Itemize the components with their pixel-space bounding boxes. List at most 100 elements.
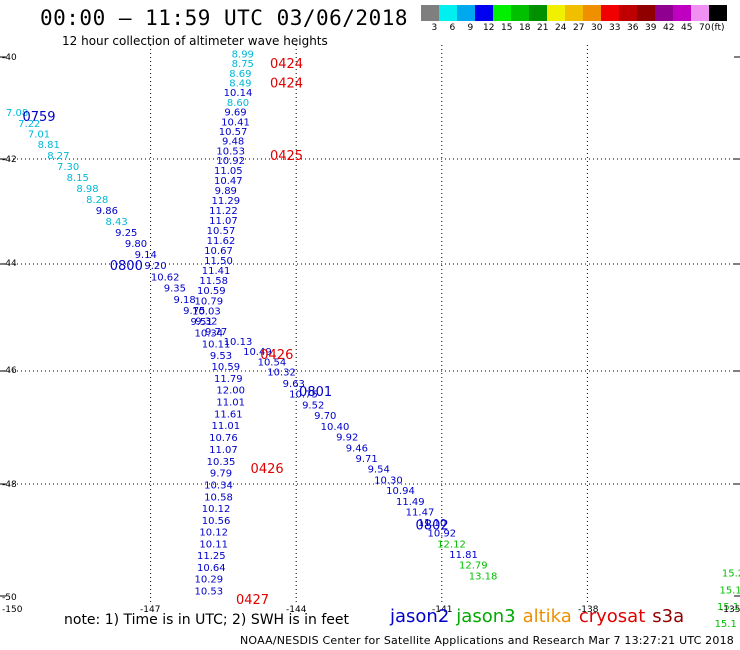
wave-height-value: 10.40 bbox=[321, 422, 350, 433]
wave-height-value: 10.94 bbox=[386, 486, 415, 497]
satellite-legend-item: cryosat bbox=[578, 606, 646, 627]
wave-height-value: 7.08 bbox=[6, 108, 28, 119]
wave-height-value: 10.59 bbox=[197, 286, 226, 297]
wave-height-value: 10.76 bbox=[209, 433, 238, 444]
wave-height-value: 11.58 bbox=[199, 276, 228, 287]
wave-height-value: 11.50 bbox=[204, 256, 233, 267]
wave-height-value: 8.60 bbox=[227, 98, 249, 109]
satellite-legend-item: altika bbox=[522, 606, 572, 627]
wave-height-value: 9.89 bbox=[215, 186, 237, 197]
lon-label: -150 bbox=[2, 605, 23, 615]
wave-height-value: 8.28 bbox=[86, 195, 108, 206]
pass-time-label: 0424 bbox=[270, 57, 303, 72]
wave-height-value: 8.49 bbox=[229, 79, 251, 90]
wave-height-value: 10.92 bbox=[216, 156, 245, 167]
color-swatch bbox=[475, 5, 493, 21]
wave-height-value: 10.03 bbox=[192, 307, 221, 318]
grid-lines bbox=[0, 45, 740, 602]
wave-height-value: 9.75 bbox=[183, 306, 205, 317]
wave-height-value: 10.47 bbox=[214, 176, 243, 187]
lat-label: -44 bbox=[2, 259, 17, 269]
footer-note: note: 1) Time is in UTC; 2) SWH is in fe… bbox=[64, 612, 350, 628]
page-subtitle: 12 hour collection of altimeter wave hei… bbox=[62, 34, 328, 48]
wave-height-value: 9.48 bbox=[222, 137, 244, 148]
wave-height-value: 10.13 bbox=[224, 337, 253, 348]
wave-height-value: 10.53 bbox=[216, 146, 245, 157]
pass-time-layer: 0424 0424 0425 0759 0800 0426 0801 0426 0802 0427 bbox=[22, 57, 448, 608]
pass-time-label: 0802 bbox=[416, 518, 449, 533]
wave-height-value: 7.30 bbox=[57, 162, 79, 173]
wave-height-value: 10.56 bbox=[202, 516, 231, 527]
color-scale-label: 3 bbox=[431, 23, 438, 33]
lat-label: -50 bbox=[2, 593, 17, 603]
wave-height-value: 10.59 bbox=[211, 362, 240, 373]
wave-height-value: 11.25 bbox=[197, 551, 226, 562]
color-scale-labels: 3 6 9 12 15 18 21 24 27 30 33 36 39 42 45 70 (ft) bbox=[421, 23, 740, 35]
wave-height-value: 10.29 bbox=[194, 575, 223, 586]
wave-height-value: 8.81 bbox=[38, 140, 60, 151]
wave-height-value: 8.15 bbox=[67, 173, 89, 184]
wave-height-value: 11.01 bbox=[216, 398, 245, 409]
wave-height-value: 9.54 bbox=[368, 465, 390, 476]
pass-time-label: 0424 bbox=[270, 77, 303, 92]
wave-height-value: 10.32 bbox=[267, 368, 296, 379]
color-scale-label: 39 bbox=[645, 23, 657, 33]
wave-height-value: 8.98 bbox=[76, 184, 98, 195]
pass-time-label: 0426 bbox=[251, 462, 284, 477]
color-swatch bbox=[619, 5, 637, 21]
pass-time-label: 0425 bbox=[270, 149, 303, 164]
wave-height-value: 12.00 bbox=[216, 386, 245, 397]
wave-height-value: 11.10 bbox=[418, 518, 447, 529]
wave-height-value: 10.49 bbox=[243, 347, 272, 358]
wave-height-value: 10.67 bbox=[204, 246, 233, 257]
wave-height-value: 10.11 bbox=[202, 340, 231, 351]
lat-label: -40 bbox=[2, 53, 17, 63]
pass-time-label: 0426 bbox=[260, 348, 293, 363]
wave-height-value: 7.22 bbox=[18, 119, 40, 130]
color-scale-label: 36 bbox=[627, 23, 639, 33]
color-swatch bbox=[565, 5, 583, 21]
observation-layer: 8.998.758.698.4910.148.609.6910.4110.579… bbox=[6, 49, 740, 630]
wave-height-value: 9.71 bbox=[355, 454, 377, 465]
color-scale-label: 9 bbox=[467, 23, 474, 33]
wave-height-value: 10.30 bbox=[374, 476, 403, 487]
wave-height-value: 8.75 bbox=[232, 59, 254, 70]
wave-height-value: 11.05 bbox=[214, 166, 243, 177]
wave-height-value: 11.07 bbox=[209, 216, 238, 227]
color-scale-label: 27 bbox=[573, 23, 585, 33]
color-swatch bbox=[511, 5, 529, 21]
wave-height-value: 9.86 bbox=[96, 206, 118, 217]
wave-height-value: 9.20 bbox=[144, 261, 166, 272]
color-swatch bbox=[655, 5, 673, 21]
color-scale-label: 18 bbox=[519, 23, 531, 33]
wave-height-value: 10.34 bbox=[194, 329, 223, 340]
wave-height-value: 9.46 bbox=[346, 443, 368, 454]
color-scale-label: 30 bbox=[591, 23, 603, 33]
wave-height-value: 15.1 bbox=[719, 585, 740, 596]
footer-credit: NOAA/NESDIS Center for Satellite Applica… bbox=[240, 634, 734, 647]
pass-time-label: 0801 bbox=[299, 385, 332, 400]
wave-height-value: 10.92 bbox=[427, 529, 456, 540]
color-swatch bbox=[493, 5, 511, 21]
wave-height-value: 10.62 bbox=[151, 272, 180, 283]
wave-height-value: 9.18 bbox=[173, 295, 195, 306]
wave-height-value: 10.57 bbox=[207, 226, 236, 237]
lon-label: -135 bbox=[720, 605, 740, 615]
lon-label: -144 bbox=[286, 605, 307, 615]
wave-height-value: 10.58 bbox=[204, 492, 233, 503]
satellite-legend-item: jason2 bbox=[390, 606, 450, 627]
color-swatch bbox=[583, 5, 601, 21]
wave-height-value: 7.01 bbox=[28, 130, 50, 141]
color-swatch bbox=[457, 5, 475, 21]
color-swatch bbox=[709, 5, 727, 21]
wave-height-value: 10.79 bbox=[194, 296, 223, 307]
color-swatch bbox=[673, 5, 691, 21]
wave-height-value: 11.79 bbox=[214, 374, 243, 385]
color-swatch bbox=[547, 5, 565, 21]
wave-height-value: 10.54 bbox=[258, 357, 287, 368]
wave-height-value: 9.63 bbox=[283, 379, 305, 390]
wave-height-value: 11.07 bbox=[209, 445, 238, 456]
wave-height-value: 9.35 bbox=[164, 284, 186, 295]
color-swatch bbox=[691, 5, 709, 21]
